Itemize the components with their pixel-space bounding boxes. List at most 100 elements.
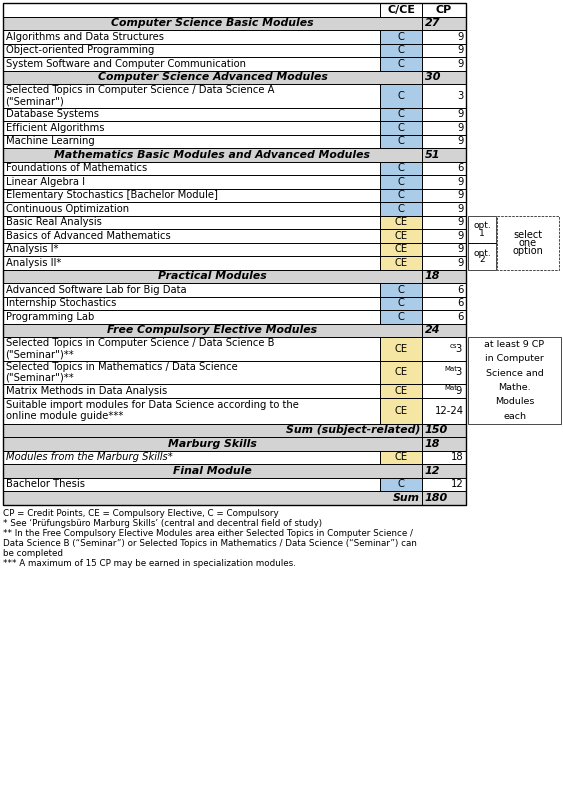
Bar bbox=[3, 57, 380, 70]
Bar bbox=[422, 491, 466, 505]
Bar bbox=[380, 107, 422, 121]
Bar bbox=[380, 361, 422, 384]
Text: CE: CE bbox=[395, 244, 408, 254]
Text: 6: 6 bbox=[458, 298, 464, 308]
Bar bbox=[380, 384, 422, 398]
Bar bbox=[422, 17, 466, 30]
Bar bbox=[3, 3, 466, 505]
Bar bbox=[380, 256, 422, 270]
Bar bbox=[422, 148, 466, 162]
Bar bbox=[3, 17, 422, 30]
Bar bbox=[3, 162, 380, 175]
Bar bbox=[3, 30, 380, 43]
Text: Suitable import modules for Data Science according to the: Suitable import modules for Data Science… bbox=[6, 400, 298, 410]
Bar bbox=[422, 43, 466, 57]
Bar bbox=[422, 297, 466, 310]
Bar bbox=[422, 229, 466, 242]
Text: 18: 18 bbox=[425, 271, 440, 282]
Bar bbox=[3, 43, 380, 57]
Text: CE: CE bbox=[395, 230, 408, 241]
Text: Efficient Algorithms: Efficient Algorithms bbox=[6, 122, 104, 133]
Text: 9: 9 bbox=[458, 58, 464, 69]
Text: Object-oriented Programming: Object-oriented Programming bbox=[6, 46, 154, 55]
Text: ("Seminar")**: ("Seminar")** bbox=[6, 373, 74, 382]
Text: 9: 9 bbox=[458, 32, 464, 42]
Bar bbox=[3, 148, 422, 162]
Bar bbox=[3, 384, 380, 398]
Text: Basics of Advanced Mathematics: Basics of Advanced Mathematics bbox=[6, 230, 170, 241]
Text: * See ‘Prüfungsbüro Marburg Skills’ (central and decentral field of study): * See ‘Prüfungsbüro Marburg Skills’ (cen… bbox=[3, 519, 322, 529]
Bar bbox=[422, 84, 466, 107]
Bar bbox=[380, 450, 422, 464]
Bar bbox=[380, 229, 422, 242]
Bar bbox=[380, 384, 422, 398]
Bar bbox=[380, 84, 422, 107]
Text: C: C bbox=[397, 204, 404, 214]
Text: C: C bbox=[397, 163, 404, 174]
Bar bbox=[3, 337, 380, 361]
Text: CP = Credit Points, CE = Compulsory Elective, C = Compulsory: CP = Credit Points, CE = Compulsory Elec… bbox=[3, 510, 279, 518]
Bar bbox=[422, 215, 466, 229]
Bar bbox=[380, 361, 422, 384]
Bar bbox=[380, 215, 422, 229]
Text: 12: 12 bbox=[452, 479, 464, 490]
Text: 51: 51 bbox=[425, 150, 440, 160]
Bar bbox=[3, 30, 380, 43]
Bar bbox=[3, 423, 422, 437]
Text: CP: CP bbox=[436, 5, 452, 14]
Bar bbox=[422, 423, 466, 437]
Bar bbox=[422, 398, 466, 423]
Text: 9: 9 bbox=[458, 46, 464, 55]
Bar bbox=[3, 398, 380, 423]
Text: in Computer: in Computer bbox=[485, 354, 544, 363]
Bar bbox=[422, 256, 466, 270]
Bar bbox=[380, 189, 422, 202]
Text: 9: 9 bbox=[458, 122, 464, 133]
Bar bbox=[422, 70, 466, 84]
Bar bbox=[3, 107, 380, 121]
Bar bbox=[422, 189, 466, 202]
Text: Bachelor Thesis: Bachelor Thesis bbox=[6, 479, 84, 490]
Text: Analysis I*: Analysis I* bbox=[6, 244, 58, 254]
Bar bbox=[422, 30, 466, 43]
Bar bbox=[422, 437, 466, 450]
Bar bbox=[3, 491, 422, 505]
Text: C: C bbox=[397, 312, 404, 322]
Bar bbox=[422, 43, 466, 57]
Text: be completed: be completed bbox=[3, 550, 63, 558]
Text: 3: 3 bbox=[456, 367, 462, 378]
Bar bbox=[3, 121, 380, 134]
Bar bbox=[3, 175, 380, 189]
Bar bbox=[3, 162, 380, 175]
Text: 27: 27 bbox=[425, 18, 440, 28]
Bar bbox=[3, 256, 380, 270]
Text: 3: 3 bbox=[456, 344, 462, 354]
Text: Modules: Modules bbox=[495, 398, 534, 406]
Bar bbox=[380, 43, 422, 57]
Bar bbox=[3, 70, 422, 84]
Bar bbox=[468, 242, 496, 270]
Bar bbox=[3, 310, 380, 323]
Text: C: C bbox=[397, 32, 404, 42]
Bar bbox=[3, 437, 422, 450]
Text: Practical Modules: Practical Modules bbox=[158, 271, 267, 282]
Bar bbox=[422, 202, 466, 215]
Text: C: C bbox=[397, 122, 404, 133]
Bar bbox=[422, 57, 466, 70]
Text: C/CE: C/CE bbox=[387, 5, 415, 14]
Text: 6: 6 bbox=[458, 312, 464, 322]
Text: C: C bbox=[397, 136, 404, 146]
Bar bbox=[380, 175, 422, 189]
Text: CE: CE bbox=[395, 452, 408, 462]
Text: Basic Real Analysis: Basic Real Analysis bbox=[6, 218, 101, 227]
Bar bbox=[3, 450, 380, 464]
Bar bbox=[422, 283, 466, 297]
Bar bbox=[422, 437, 466, 450]
Bar bbox=[422, 450, 466, 464]
Bar bbox=[422, 423, 466, 437]
Bar bbox=[3, 361, 380, 384]
Text: 9: 9 bbox=[458, 204, 464, 214]
Text: Science and: Science and bbox=[486, 369, 543, 378]
Bar bbox=[380, 478, 422, 491]
Bar bbox=[3, 202, 380, 215]
